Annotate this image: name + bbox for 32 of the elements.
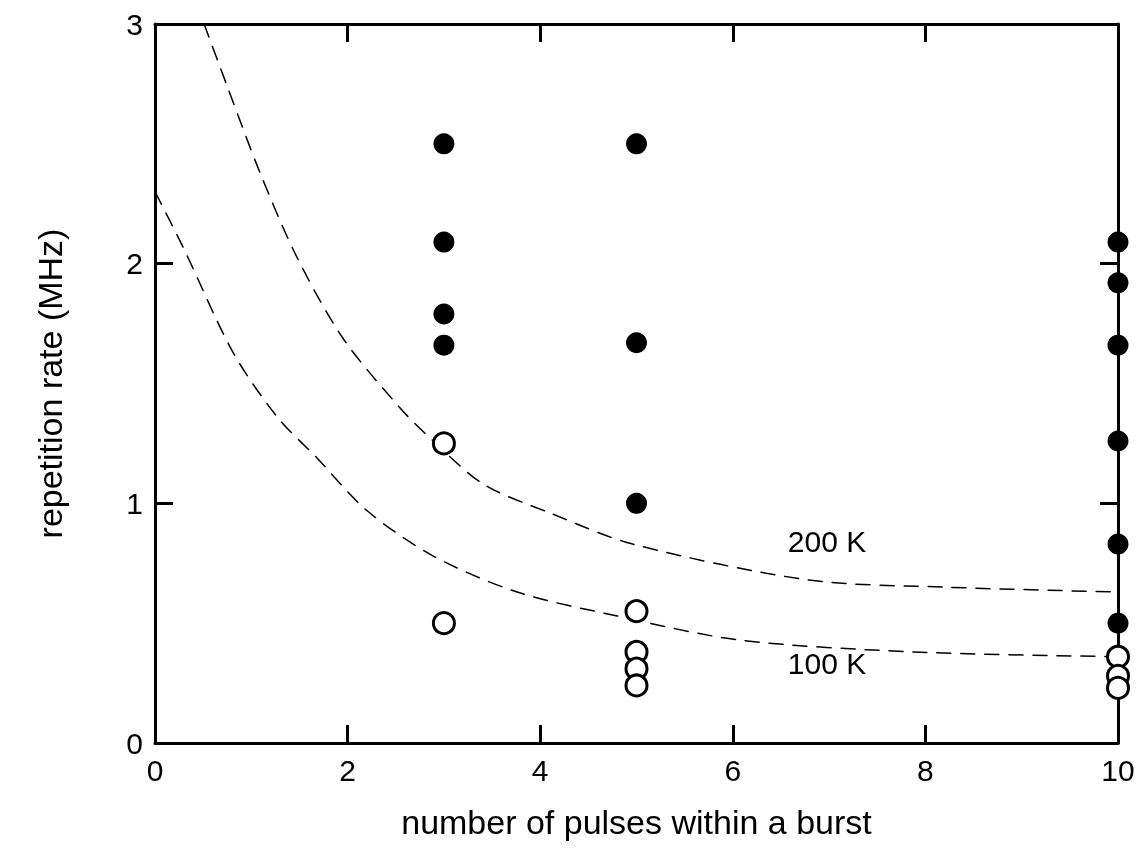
point [1106, 675, 1130, 700]
point [624, 673, 649, 698]
annotation: 100 K [787, 646, 867, 680]
x-tick-label: 4 [531, 753, 549, 787]
y-tick-label: 3 [126, 7, 143, 41]
y-tick-label: 2 [126, 247, 143, 281]
point [626, 332, 647, 354]
point [433, 133, 455, 155]
point [1107, 533, 1129, 555]
y-tick-label: 1 [126, 486, 143, 520]
point [431, 431, 456, 456]
point [1106, 644, 1130, 669]
point [624, 599, 649, 624]
point [433, 231, 455, 253]
x-tick-label: 8 [917, 753, 934, 787]
y-axis-title: repetition rate (MHz) [31, 228, 69, 539]
x-tick-label: 6 [724, 753, 742, 787]
point [433, 303, 455, 325]
annotation: 200 K [787, 524, 867, 558]
x-tick-label: 10 [1101, 753, 1135, 787]
point [1107, 334, 1129, 356]
point [1107, 612, 1129, 634]
point [431, 611, 456, 636]
point [433, 334, 455, 356]
y-tick-label: 0 [126, 726, 143, 760]
x-axis-title: number of pulses within a burst [401, 803, 873, 841]
point [1107, 272, 1129, 294]
point [626, 133, 647, 155]
point [1107, 231, 1129, 253]
point [1107, 430, 1129, 452]
point [626, 492, 647, 514]
x-tick-label: 2 [339, 753, 356, 787]
